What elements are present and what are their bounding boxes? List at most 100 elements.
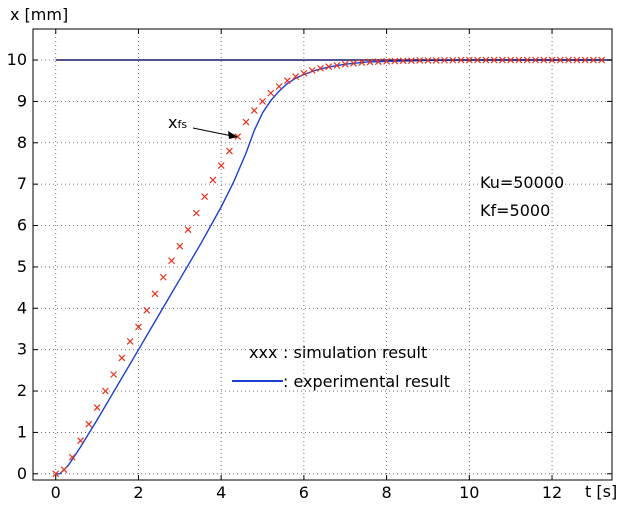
- simulation-point: [540, 56, 548, 64]
- legend-label-experimental: : experimental result: [283, 372, 450, 391]
- simulation-point: [573, 56, 581, 64]
- simulation-point: [515, 56, 523, 64]
- simulation-point: [168, 257, 175, 265]
- x-tick-label: 12: [542, 483, 562, 502]
- simulation-point: [234, 133, 242, 141]
- y-tick-label: 6: [17, 216, 27, 235]
- y-axis-label: x [mm]: [10, 5, 68, 24]
- y-tick-label: 4: [17, 298, 27, 317]
- simulation-point: [325, 63, 333, 71]
- axes-frame: [32, 28, 613, 481]
- simulation-point: [118, 354, 126, 362]
- simulation-point: [498, 56, 506, 64]
- simulation-point: [259, 97, 266, 105]
- y-tick-label: 7: [17, 174, 27, 193]
- simulation-point: [507, 56, 515, 64]
- simulation-point: [68, 453, 76, 461]
- simulation-point: [358, 59, 366, 66]
- simulation-point: [581, 56, 589, 64]
- simulation-point: [159, 273, 167, 281]
- simulation-point: [383, 57, 391, 65]
- legend-label-simulation: : simulation result: [283, 343, 427, 362]
- simulation-point: [275, 83, 283, 90]
- simulation-point: [217, 162, 225, 169]
- simulation-point: [135, 323, 142, 331]
- y-tick-label: 8: [17, 133, 27, 152]
- simulation-point: [267, 89, 275, 97]
- x-tick-label: 6: [299, 483, 309, 502]
- simulation-point: [424, 57, 432, 64]
- legend: xxx : simulation result : experimental r…: [232, 343, 450, 391]
- annotation-xfs-label: x: [168, 113, 177, 132]
- series-experimental-line: [55, 59, 602, 475]
- simulation-point: [308, 66, 316, 74]
- simulation-point: [126, 337, 134, 345]
- simulation-point: [143, 306, 151, 314]
- simulation-point: [184, 226, 192, 234]
- y-tick-label: 10: [7, 50, 27, 69]
- simulation-point: [300, 69, 308, 77]
- y-tick-label: 1: [17, 422, 27, 441]
- x-tick-label: 4: [216, 483, 226, 502]
- simulation-point: [598, 56, 606, 64]
- y-tick-label: 3: [17, 340, 27, 359]
- simulation-point: [226, 147, 233, 155]
- legend-entry-simulation: xxx : simulation result: [249, 343, 427, 362]
- simulation-point: [317, 64, 324, 72]
- simulation-point: [441, 56, 448, 64]
- simulation-point: [250, 107, 258, 114]
- simulation-point: [52, 470, 60, 478]
- simulation-point: [192, 209, 200, 217]
- simulation-point: [60, 466, 68, 474]
- x-tick-label: 2: [133, 483, 143, 502]
- simulation-point: [366, 58, 374, 66]
- simulation-point: [350, 59, 357, 67]
- simulation-point: [151, 290, 159, 298]
- simulation-point: [209, 176, 217, 184]
- simulation-point: [532, 56, 539, 64]
- simulation-point: [465, 56, 473, 64]
- annotation-kf: Kf=5000: [480, 201, 550, 220]
- y-tick-label: 2: [17, 381, 27, 400]
- simulation-point: [391, 57, 399, 65]
- x-axis-label: t [s]: [585, 482, 617, 501]
- simulation-point: [474, 56, 482, 64]
- y-tick-label: 0: [17, 464, 27, 483]
- grid: [33, 29, 612, 480]
- simulation-point: [242, 118, 250, 126]
- simulation-point: [201, 193, 209, 200]
- simulation-point: [85, 420, 93, 428]
- simulation-point: [110, 371, 118, 378]
- simulation-point: [432, 57, 440, 64]
- annotation-xfs-arrow: [192, 127, 233, 137]
- simulation-point: [101, 387, 109, 395]
- simulation-point: [333, 61, 341, 69]
- legend-entry-experimental: : experimental result: [232, 372, 450, 391]
- simulation-point: [399, 57, 407, 65]
- simulation-point: [565, 56, 572, 64]
- annotation-xfs-arrowhead: [228, 131, 238, 139]
- x-tick-label: 0: [51, 483, 61, 502]
- simulation-point: [589, 56, 597, 64]
- simulation-point: [490, 56, 498, 64]
- annotation-ku: Ku=50000: [480, 173, 564, 192]
- simulation-point: [523, 56, 531, 64]
- simulation-point: [292, 73, 300, 81]
- annotation-xfs-subscript: fs: [177, 118, 187, 131]
- simulation-point: [556, 56, 564, 64]
- simulation-point: [407, 57, 415, 65]
- simulation-point: [457, 56, 465, 64]
- simulation-point: [93, 404, 101, 412]
- simulation-point: [77, 437, 84, 445]
- svg-text:xfs: xfs: [168, 113, 187, 132]
- y-tick-label: 9: [17, 91, 27, 110]
- x-tick-label: 10: [459, 483, 479, 502]
- simulation-point: [416, 57, 424, 64]
- simulation-point: [374, 58, 382, 66]
- simulation-point: [449, 56, 457, 64]
- x-tick-label: 8: [382, 483, 392, 502]
- series-layer: [52, 56, 612, 478]
- simulation-point: [176, 242, 184, 250]
